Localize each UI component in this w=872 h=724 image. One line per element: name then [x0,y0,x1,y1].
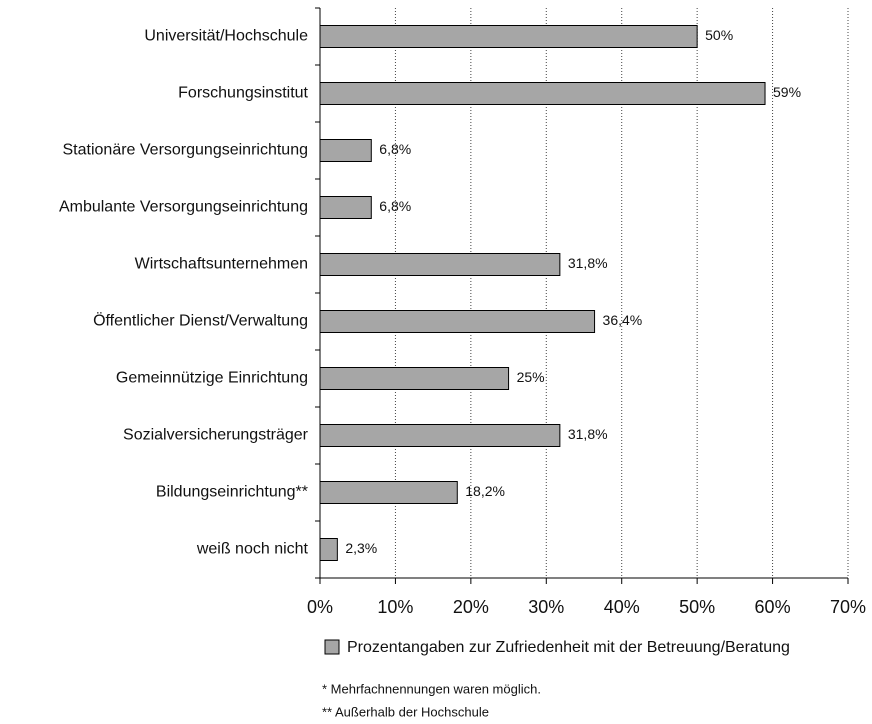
category-label: weiß noch nicht [196,541,309,558]
data-label: 2,3% [345,540,377,556]
bar [319,481,458,504]
bar [319,310,596,333]
category-label: Bildungseinrichtung** [156,484,308,501]
bar [319,196,372,219]
category-label: Universität/Hochschule [144,28,308,45]
x-tick-label: 40% [604,597,640,617]
bar [319,82,766,105]
category-label: Wirtschaftsunternehmen [135,256,308,273]
legend-label: Prozentangaben zur Zufriedenheit mit der… [347,639,790,656]
bar [319,367,510,390]
category-label: Stationäre Versorgungseinrichtung [63,142,309,159]
x-tick-label: 0% [307,597,333,617]
category-label: Forschungsinstitut [178,85,308,102]
x-tick-label: 20% [453,597,489,617]
category-label: Sozialversicherungsträger [123,427,309,444]
x-tick-label: 50% [679,597,715,617]
x-tick-label: 70% [830,597,866,617]
bar [319,253,561,276]
x-tick-label: 60% [755,597,791,617]
bar [319,538,338,561]
category-label: Gemeinnützige Einrichtung [116,370,308,387]
data-label: 36,4% [603,312,643,328]
data-label: 6,8% [379,198,411,214]
x-tick-label: 30% [528,597,564,617]
x-tick-label: 10% [377,597,413,617]
legend-swatch [324,639,340,655]
footnote: ** Außerhalb der Hochschule [322,704,489,719]
data-label: 31,8% [568,255,608,271]
data-label: 50% [705,27,733,43]
category-label: Ambulante Versorgungseinrichtung [59,199,308,216]
bar [319,139,372,162]
data-label: 18,2% [465,483,505,499]
bar [319,25,698,48]
category-label: Öffentlicher Dienst/Verwaltung [93,312,308,330]
data-label: 59% [773,84,801,100]
footnote: * Mehrfachnennungen waren möglich. [322,681,541,696]
data-label: 31,8% [568,426,608,442]
bar [319,424,561,447]
data-label: 25% [517,369,545,385]
data-label: 6,8% [379,141,411,157]
